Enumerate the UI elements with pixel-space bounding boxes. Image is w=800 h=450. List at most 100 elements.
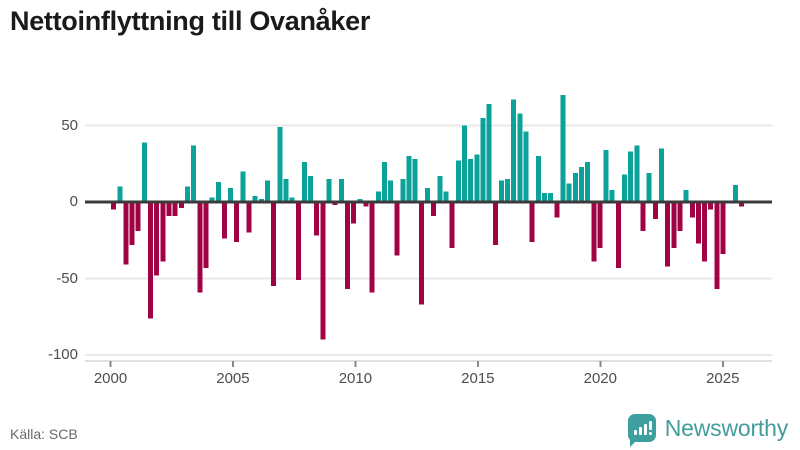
bar-2022Q2: [658, 148, 664, 202]
y-tick-label-0: 0: [69, 193, 78, 210]
bar-2002Q4: [178, 202, 184, 209]
bar-2014Q2: [461, 125, 467, 202]
bar-2020Q2: [609, 189, 615, 202]
bar-2001Q3: [148, 202, 154, 319]
bar-2015Q3: [492, 202, 498, 245]
bar-2020Q3: [615, 202, 621, 268]
bar-2002Q2: [166, 202, 172, 216]
bar-2008Q3: [320, 202, 326, 340]
bar-2020Q1: [603, 149, 609, 202]
x-tick-label-2010: 2010: [338, 370, 373, 387]
bar-2017Q4: [548, 192, 554, 202]
bar-2010Q3: [369, 202, 375, 293]
bar-2008Q2: [314, 202, 320, 236]
y-tick-label--50: -50: [56, 269, 78, 287]
bar-2007Q4: [301, 162, 307, 202]
bar-2019Q4: [597, 202, 603, 248]
bar-2015Q2: [486, 104, 492, 202]
bar-2020Q4: [622, 174, 628, 202]
bar-2025Q2: [732, 185, 738, 202]
bar-2003Q4: [203, 202, 209, 268]
bar-2022Q4: [671, 202, 677, 248]
bar-2021Q4: [646, 172, 652, 202]
bar-2000Q4: [129, 202, 135, 245]
bar-2004Q2: [215, 182, 221, 202]
bar-2021Q2: [634, 145, 640, 202]
bar-2013Q3: [443, 191, 449, 202]
bar-2011Q3: [394, 202, 400, 256]
bar-2014Q1: [455, 160, 461, 202]
bar-2023Q1: [677, 202, 683, 232]
bar-2022Q3: [665, 202, 671, 267]
bar-2021Q3: [640, 202, 646, 232]
bar-2024Q4: [720, 202, 726, 255]
bar-2002Q3: [172, 202, 178, 216]
bar-2009Q3: [345, 202, 351, 290]
bar-2010Q1: [357, 198, 363, 202]
bar-2018Q2: [560, 94, 566, 202]
bar-2000Q3: [123, 202, 129, 265]
bar-2011Q1: [381, 162, 387, 202]
bar-2001Q2: [141, 142, 147, 202]
bar-2012Q3: [418, 202, 424, 305]
bar-2016Q3: [517, 113, 523, 202]
bar-2015Q4: [498, 180, 504, 202]
bar-2017Q2: [535, 156, 541, 202]
bar-2001Q4: [154, 202, 160, 276]
bar-2005Q1: [234, 202, 240, 242]
x-tick-label-2020: 2020: [583, 370, 617, 387]
newsworthy-logo-icon: [627, 414, 656, 447]
bar-2017Q1: [529, 202, 535, 242]
bar-2022Q1: [652, 202, 658, 219]
bar-2016Q4: [523, 131, 529, 202]
bar-2007Q3: [295, 202, 301, 281]
bar-2006Q1: [258, 198, 264, 202]
bar-2003Q3: [197, 202, 203, 293]
bar-2000Q1: [111, 202, 117, 210]
bar-2019Q2: [585, 162, 591, 202]
bar-2008Q1: [308, 175, 314, 202]
bar-2013Q4: [449, 202, 455, 248]
bar-2011Q4: [400, 179, 406, 202]
x-tick-label-2025: 2025: [706, 370, 740, 387]
bar-2024Q3: [714, 202, 720, 290]
bar-2016Q2: [511, 99, 517, 202]
bar-2024Q1: [702, 202, 708, 262]
x-tick-label-2005: 2005: [216, 370, 250, 387]
bar-2009Q4: [351, 202, 357, 224]
bar-2007Q1: [283, 179, 289, 202]
bar-2019Q3: [591, 202, 597, 262]
source-note: Källa: SCB: [10, 426, 78, 442]
bar-2018Q1: [554, 202, 560, 218]
bar-2010Q2: [363, 202, 369, 207]
brand-lockup: Newsworthy: [627, 414, 788, 447]
bar-2004Q3: [221, 202, 227, 239]
bar-2008Q4: [326, 179, 332, 202]
brand-name: Newsworthy: [664, 414, 788, 441]
bar-2006Q2: [265, 180, 270, 202]
bar-2010Q4: [375, 191, 381, 202]
bar-2014Q3: [468, 159, 474, 202]
bar-2013Q1: [431, 202, 437, 216]
bar-2023Q2: [683, 189, 689, 202]
bar-2009Q1: [332, 202, 338, 206]
bar-2013Q2: [437, 175, 443, 202]
bar-2005Q4: [252, 195, 258, 202]
bar-2018Q4: [572, 172, 578, 202]
bar-2006Q4: [277, 127, 283, 202]
bar-2001Q1: [135, 202, 141, 232]
chart-title: Nettoinflyttning till Ovanåker: [10, 6, 371, 36]
bar-2012Q4: [425, 188, 431, 202]
bar-2015Q1: [480, 117, 486, 202]
bar-2021Q1: [628, 151, 634, 202]
bar-2009Q2: [338, 179, 344, 202]
bar-2007Q2: [289, 197, 295, 202]
bar-2000Q2: [117, 186, 123, 202]
x-tick-label-2015: 2015: [461, 370, 495, 387]
bar-2006Q3: [271, 202, 277, 287]
bar-2005Q3: [246, 202, 252, 233]
bar-2003Q1: [184, 186, 190, 202]
bar-2004Q4: [228, 188, 234, 202]
